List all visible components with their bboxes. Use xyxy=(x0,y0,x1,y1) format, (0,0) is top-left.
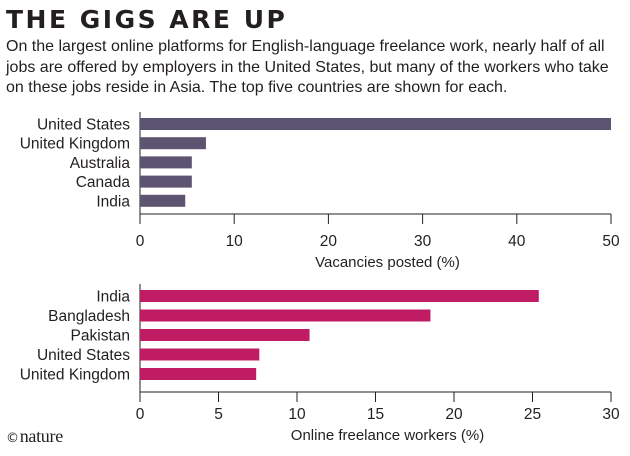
chart-title: THE GIGS ARE UP xyxy=(6,5,288,34)
vacancies-x-axis-title: Vacancies posted (%) xyxy=(315,254,460,271)
vacancies-x-tick-label: 0 xyxy=(136,233,145,250)
vacancies-bar xyxy=(140,194,186,207)
vacancies-category-label: Australia xyxy=(70,155,131,172)
workers-x-tick-label: 20 xyxy=(445,406,463,423)
vacancies-bar xyxy=(140,137,206,150)
vacancies-x-tick-label: 10 xyxy=(226,233,244,250)
workers-x-tick-label: 0 xyxy=(136,406,145,423)
vacancies-bar xyxy=(140,156,192,169)
workers-x-tick-label: 30 xyxy=(602,406,620,423)
vacancies-category-label: United Kingdom xyxy=(20,136,130,153)
workers-bar xyxy=(140,329,310,341)
vacancies-category-label: United States xyxy=(37,117,130,134)
vacancies-bar xyxy=(140,118,611,130)
vacancies-x-tick-label: 30 xyxy=(414,233,432,250)
workers-category-label: Pakistan xyxy=(71,328,130,345)
workers-category-label: India xyxy=(96,289,130,306)
workers-bar xyxy=(140,290,539,302)
workers-x-tick-label: 15 xyxy=(367,406,384,423)
vacancies-chart: United States United Kingdom Australia Cana… xyxy=(20,112,620,271)
workers-category-label: Bangladesh xyxy=(48,308,130,325)
workers-bar xyxy=(140,368,257,380)
chart-subtitle: On the largest online platforms for Engl… xyxy=(6,38,609,96)
vacancies-x-tick-label: 50 xyxy=(602,233,620,250)
workers-category-label: United States xyxy=(37,347,130,364)
workers-x-axis-title: Online freelance workers (%) xyxy=(291,427,484,444)
workers-category-label: United Kingdom xyxy=(20,367,130,384)
vacancies-x-tick-label: 40 xyxy=(508,233,526,250)
vacancies-category-label: Canada xyxy=(76,174,131,191)
workers-bar xyxy=(140,309,431,322)
vacancies-category-label: India xyxy=(96,193,130,210)
copyright-symbol: © xyxy=(6,431,19,446)
workers-bar xyxy=(140,348,260,361)
workers-x-tick-label: 5 xyxy=(214,406,223,423)
nature-logo: nature xyxy=(19,426,63,446)
workers-chart: India Bangladesh Pakistan United States Unit… xyxy=(20,284,620,444)
workers-x-tick-label: 10 xyxy=(288,406,306,423)
vacancies-bar xyxy=(140,175,192,188)
nature-credit: ©nature xyxy=(6,426,63,447)
vacancies-x-tick-label: 20 xyxy=(320,233,338,250)
workers-x-tick-label: 25 xyxy=(524,406,541,423)
